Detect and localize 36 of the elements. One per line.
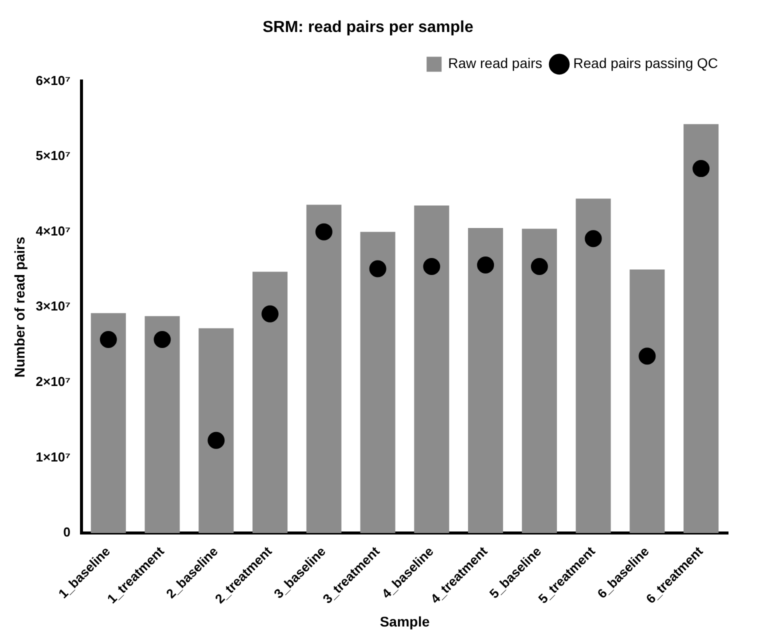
y-tick-label: 4×10⁷ [36,223,70,238]
point [477,256,494,274]
bar [360,232,396,534]
point [100,331,117,348]
y-tick-label: 2×10⁷ [36,374,70,390]
point [208,432,225,449]
bar [306,204,342,534]
bar [90,313,126,534]
point [423,258,440,275]
bar [630,269,665,534]
bar [198,328,234,534]
y-axis-title: Number of read pairs [11,236,28,378]
legend-label: Raw read pairs [448,55,542,72]
legend-label: Read pairs passing QC [573,55,718,72]
bar [468,228,504,534]
point [369,260,386,278]
y-tick-label: 1×10⁷ [36,449,70,464]
chart-title: SRM: read pairs per sample [262,19,474,36]
bar [576,198,611,534]
bar [252,272,288,534]
y-tick-label: 6×10⁷ [36,72,70,88]
bar [144,316,180,534]
y-tick-label: 3×10⁷ [36,298,70,314]
point [530,258,548,275]
bar [684,124,719,534]
point [638,348,656,365]
point [692,160,710,178]
point [315,223,332,240]
y-tick-label: 0 [63,524,70,540]
point [584,230,602,248]
bar [522,228,557,534]
y-tick-label: 5×10⁷ [36,148,70,164]
point [262,305,279,322]
point [154,331,171,348]
x-axis-title: Sample [380,613,430,630]
bar [414,205,450,534]
